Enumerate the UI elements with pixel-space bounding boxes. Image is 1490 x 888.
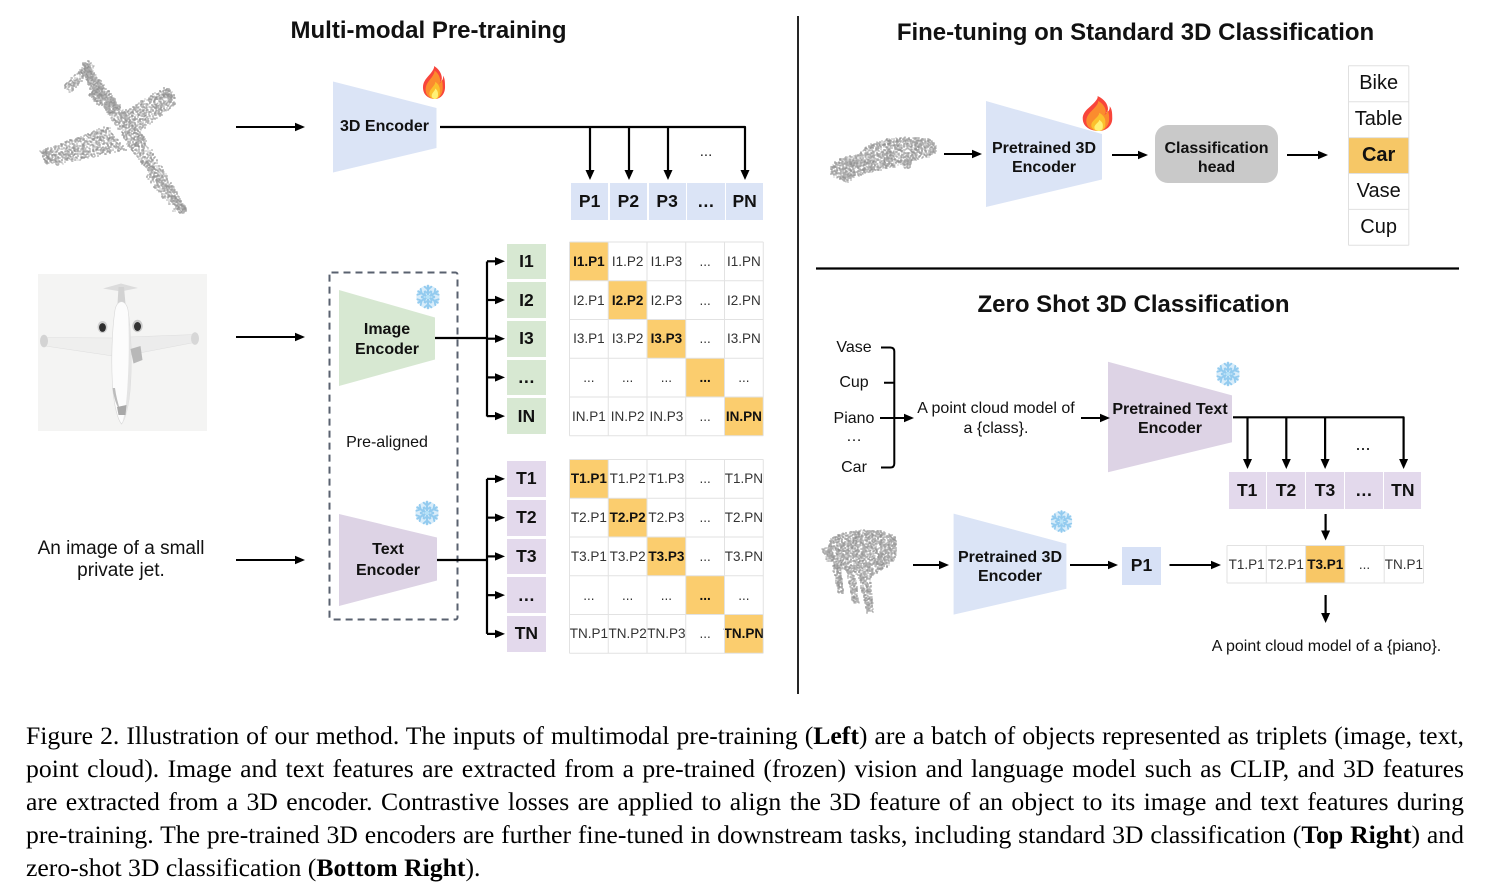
svg-text:...: ... <box>1355 434 1370 454</box>
svg-text:...: ... <box>700 143 713 160</box>
